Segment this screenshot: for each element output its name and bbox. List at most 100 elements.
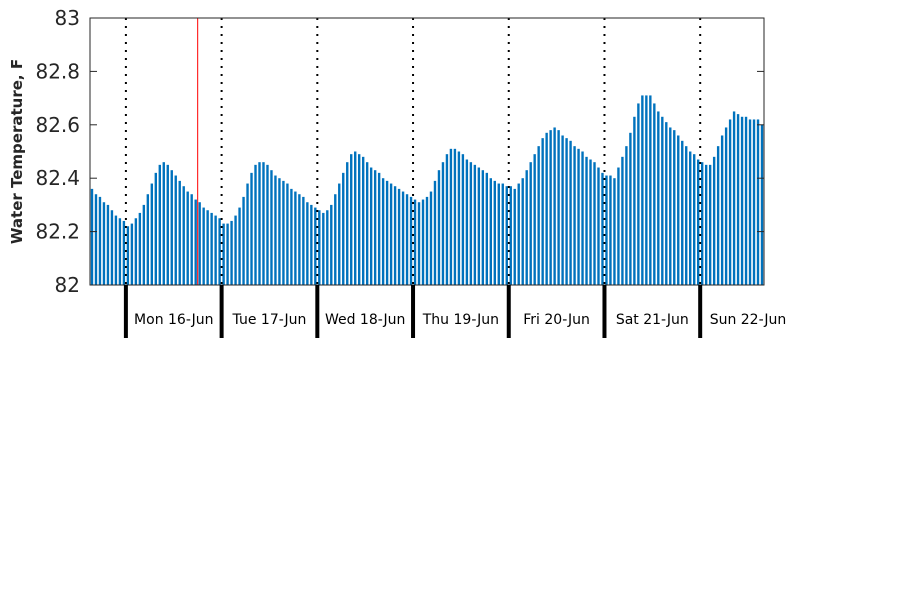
day-label: Tue 17-Jun: [232, 312, 307, 328]
temperature-bar: [250, 172, 253, 285]
temperature-bar: [457, 151, 461, 285]
temperature-bar: [605, 175, 608, 285]
temperature-bar: [513, 188, 516, 285]
temperature-bar: [354, 151, 357, 285]
temperature-bar: [122, 220, 126, 285]
temperature-bar: [549, 130, 552, 285]
temperature-bar: [744, 116, 748, 285]
temperature-bar: [441, 162, 445, 285]
temperature-bar: [732, 111, 736, 285]
temperature-bar: [218, 218, 221, 285]
temperature-bar: [413, 199, 417, 285]
temperature-bar: [286, 183, 289, 285]
temperature-bar: [449, 148, 453, 285]
temperature-bar: [505, 186, 508, 285]
temperature-bar: [489, 178, 492, 285]
temperature-bar: [689, 151, 692, 285]
temperature-bar: [693, 154, 696, 285]
temperature-bar: [609, 175, 612, 285]
temperature-bar: [326, 210, 329, 285]
temperature-bar: [601, 172, 604, 285]
temperature-bar: [700, 162, 704, 285]
temperature-bar: [617, 167, 620, 285]
temperature-bar: [581, 151, 584, 285]
day-label: Fri 20-Jun: [523, 312, 590, 328]
x-axis: Mon 16-Jun Tue 17-Jun Wed 18-Jun Thu 19-Jun…: [123, 285, 786, 338]
temperature-bar: [681, 140, 684, 285]
temperature-bar: [346, 162, 349, 285]
temperature-bar: [728, 119, 732, 286]
temperature-bar: [318, 210, 321, 285]
temperature-bar: [577, 148, 580, 285]
y-axis-label: Water Temperature, F: [8, 59, 26, 244]
temperature-bar: [401, 191, 405, 285]
temperature-bar: [756, 119, 760, 286]
temperature-bar: [740, 116, 744, 285]
temperature-bar: [716, 146, 720, 285]
temperature-bar: [130, 223, 134, 285]
temperature-bar: [625, 146, 628, 285]
temperature-bar: [397, 188, 401, 285]
bars-layer: [90, 95, 764, 286]
temperature-bar: [669, 127, 672, 285]
temperature-bar: [537, 146, 540, 285]
temperature-bar: [469, 162, 473, 285]
temperature-bar: [358, 154, 361, 285]
temperature-bar: [720, 135, 724, 285]
temperature-bar: [748, 119, 752, 286]
temperature-bar: [409, 196, 413, 285]
temperature-bar: [106, 204, 110, 285]
temperature-bar: [166, 164, 169, 285]
temperature-bar: [637, 103, 640, 285]
temperature-bar: [310, 204, 313, 285]
temperature-bar: [501, 183, 504, 285]
temperature-bar: [369, 167, 373, 285]
temperature-bar: [393, 186, 397, 285]
temperature-bar: [114, 215, 118, 285]
temperature-bar: [198, 202, 201, 285]
temperature-bar: [350, 154, 353, 285]
temperature-bar: [629, 132, 632, 285]
y-tick-label: 82.6: [35, 113, 80, 137]
temperature-bar: [222, 223, 225, 285]
day-label: Thu 19-Jun: [422, 312, 499, 328]
temperature-bar: [545, 132, 548, 285]
temperature-bar: [473, 164, 477, 285]
temperature-bar: [697, 159, 700, 285]
temperature-bar: [154, 172, 157, 285]
temperature-bar: [150, 183, 154, 285]
temperature-bar: [613, 178, 616, 285]
temperature-bar: [294, 191, 297, 285]
temperature-bar: [194, 199, 197, 285]
temperature-bar: [361, 156, 365, 285]
temperature-bar: [661, 116, 664, 285]
temperature-bar: [338, 183, 341, 285]
temperature-bar: [142, 204, 146, 285]
temperature-bar: [278, 178, 281, 285]
temperature-bar: [234, 215, 237, 285]
y-axis: 82 82.2 82.4 82.6 82.8 83: [35, 6, 764, 297]
temperature-bar: [653, 103, 656, 285]
y-tick-label: 82.8: [35, 59, 80, 83]
temperature-bar: [752, 119, 756, 286]
temperature-bar: [270, 170, 273, 285]
temperature-bar: [712, 156, 716, 285]
temperature-bar: [525, 170, 528, 285]
temperature-bar: [461, 154, 465, 285]
temperature-bar: [210, 212, 213, 285]
temperature-bar: [302, 196, 305, 285]
temperature-bar: [665, 122, 668, 285]
temperature-bar: [533, 154, 536, 285]
temperature-bar: [182, 186, 185, 285]
day-label: Mon 16-Jun: [134, 312, 214, 328]
temperature-bar: [98, 196, 102, 285]
temperature-bar: [162, 162, 165, 285]
temperature-bar: [641, 95, 644, 286]
temperature-bar: [190, 194, 193, 285]
temperature-bar: [134, 218, 138, 285]
temperature-bar: [633, 116, 636, 285]
temperature-bar: [760, 124, 764, 285]
temperature-bar: [174, 175, 177, 285]
temperature-bar: [238, 207, 241, 285]
